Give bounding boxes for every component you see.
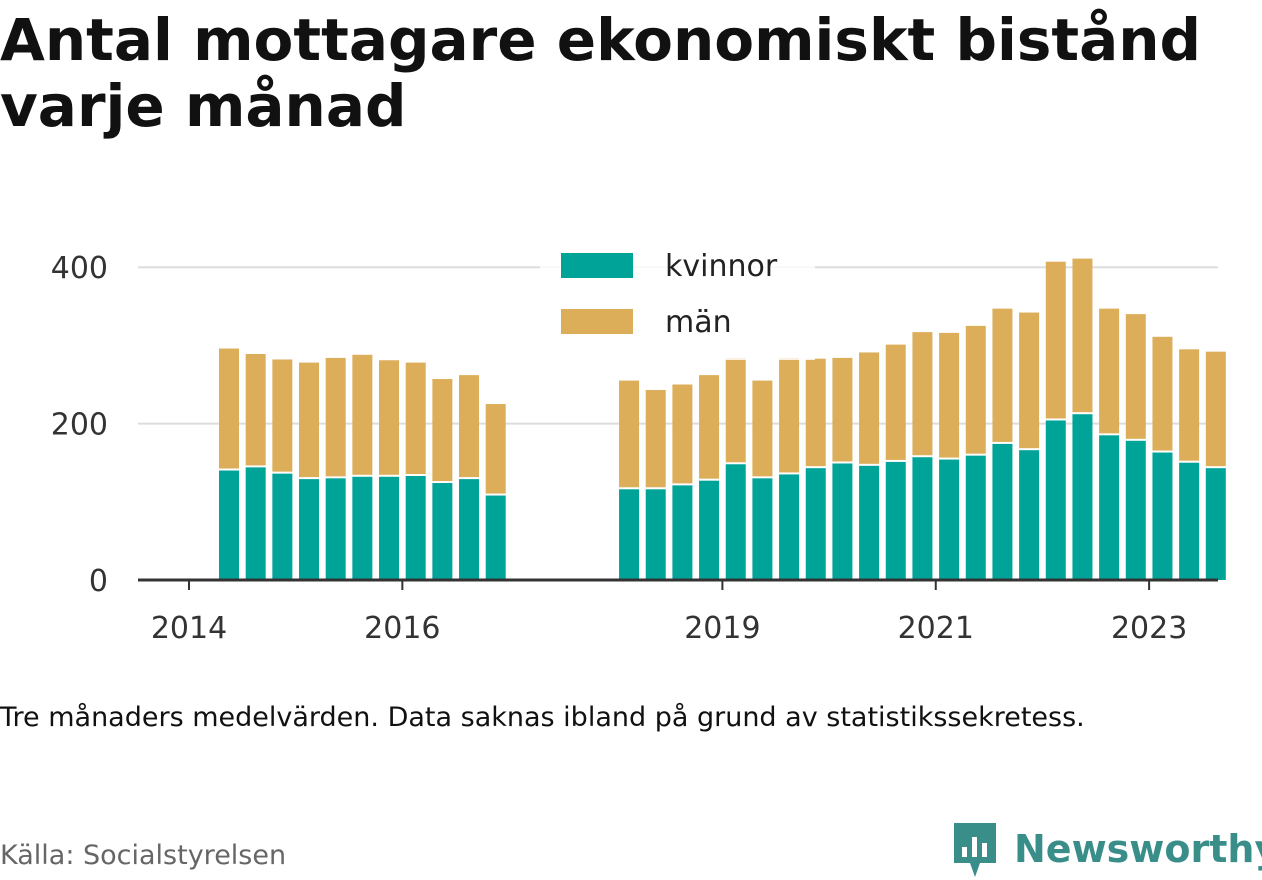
bar-man xyxy=(992,308,1013,442)
x-tick-label: 2014 xyxy=(151,611,227,646)
bar-kvinnor xyxy=(352,476,373,580)
bar-man xyxy=(725,357,746,463)
bar-kvinnor xyxy=(859,465,880,580)
chart-title: Antal mottagare ekonomiskt bistånd varje… xyxy=(0,6,1202,140)
y-tick-label: 0 xyxy=(89,564,108,599)
bar-kvinnor xyxy=(939,459,960,580)
bar-kvinnor xyxy=(1179,462,1200,580)
bar-man xyxy=(1179,349,1200,461)
legend: kvinnor män xyxy=(540,238,815,360)
bar-man xyxy=(1019,312,1040,449)
bar-man xyxy=(1125,314,1146,439)
y-tick-label: 400 xyxy=(51,251,108,286)
bar-kvinnor xyxy=(272,473,293,580)
bar-man xyxy=(1205,351,1226,467)
bar-kvinnor xyxy=(485,495,506,580)
bar-kvinnor xyxy=(725,464,746,580)
x-tick-label: 2021 xyxy=(898,611,974,646)
bar-kvinnor xyxy=(805,468,826,580)
bar-kvinnor xyxy=(965,455,986,580)
bar-kvinnor xyxy=(1125,440,1146,580)
legend-label: kvinnor xyxy=(665,249,778,284)
bar-kvinnor xyxy=(405,475,426,580)
bar-man xyxy=(459,375,480,478)
bar-man xyxy=(885,344,906,460)
bar-man xyxy=(699,375,720,479)
bar-man xyxy=(859,352,880,464)
bar-kvinnor xyxy=(379,476,400,580)
bar-kvinnor xyxy=(1072,414,1093,580)
bar-man xyxy=(779,357,800,473)
bar-kvinnor xyxy=(619,489,640,580)
bar-man xyxy=(299,362,320,478)
bar-kvinnor xyxy=(672,485,693,580)
bar-kvinnor xyxy=(459,479,480,580)
bar-kvinnor xyxy=(912,457,933,580)
brand-name: Newsworthy xyxy=(1014,827,1262,871)
bar-man xyxy=(805,358,826,467)
bar-man xyxy=(1045,261,1066,419)
bars xyxy=(219,258,1226,580)
legend-label: män xyxy=(665,305,732,340)
bar-man xyxy=(832,357,853,462)
bar-man xyxy=(619,380,640,488)
bar-kvinnor xyxy=(752,478,773,580)
bar-man xyxy=(405,362,426,474)
bar-man xyxy=(432,379,453,482)
bar-kvinnor xyxy=(432,483,453,580)
x-tick-label: 2016 xyxy=(364,611,440,646)
bar-kvinnor xyxy=(1019,450,1040,580)
bar-man xyxy=(245,354,266,466)
bar-man xyxy=(485,404,506,494)
bar-man xyxy=(912,332,933,456)
bar-kvinnor xyxy=(219,470,240,580)
source-text: Källa: Socialstyrelsen xyxy=(0,840,287,871)
legend-swatch xyxy=(561,309,633,334)
bar-kvinnor xyxy=(992,443,1013,580)
bar-man xyxy=(379,360,400,475)
bar-man xyxy=(352,354,373,475)
bar-kvinnor xyxy=(325,478,346,580)
bar-kvinnor xyxy=(1099,435,1120,580)
newsworthy-logo-icon xyxy=(954,823,996,877)
newsworthy-logo: Newsworthy xyxy=(950,818,1262,880)
axes: 0 200 400 2014 2016 2019 2021 2023 xyxy=(51,251,1218,646)
bar-kvinnor xyxy=(299,479,320,580)
bar-man xyxy=(219,348,240,469)
x-tick-label: 2019 xyxy=(684,611,760,646)
bar-man xyxy=(272,359,293,472)
bar-kvinnor xyxy=(1045,420,1066,580)
bar-man xyxy=(1099,308,1120,434)
bar-kvinnor xyxy=(1152,452,1173,580)
bar-man xyxy=(1152,336,1173,451)
bar-kvinnor xyxy=(645,489,666,580)
bar-man xyxy=(752,380,773,477)
bar-man xyxy=(325,357,346,477)
x-tick-label: 2023 xyxy=(1111,611,1187,646)
bar-kvinnor xyxy=(885,461,906,580)
bar-kvinnor xyxy=(779,474,800,580)
bar-man xyxy=(939,332,960,458)
bar-man xyxy=(965,325,986,454)
legend-swatch xyxy=(561,253,633,278)
bar-man xyxy=(645,389,666,488)
bar-kvinnor xyxy=(1205,468,1226,580)
bar-kvinnor xyxy=(699,480,720,580)
y-tick-label: 200 xyxy=(51,408,108,443)
bar-kvinnor xyxy=(245,467,266,580)
chart-note: Tre månaders medelvärden. Data saknas ib… xyxy=(0,702,1085,733)
bar-man xyxy=(1072,258,1093,413)
bar-man xyxy=(672,384,693,484)
bar-kvinnor xyxy=(832,463,853,580)
stacked-bar-chart: 0 200 400 2014 2016 2019 2021 2023 kvinnor män xyxy=(51,238,1226,646)
